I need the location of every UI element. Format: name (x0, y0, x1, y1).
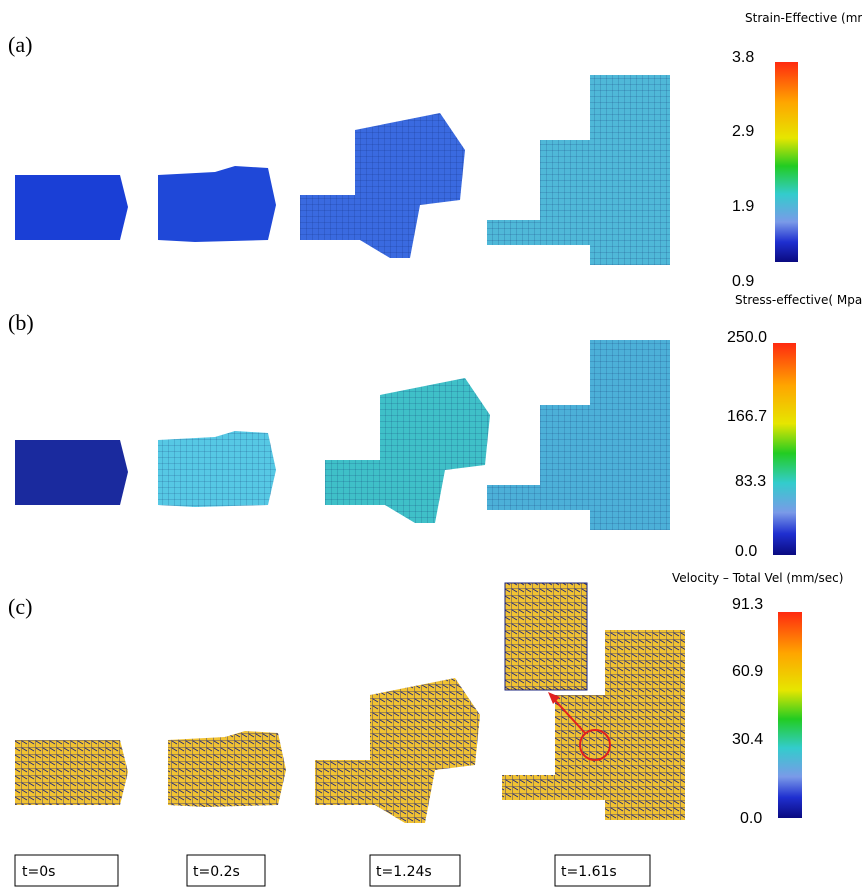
colorbar-tick: 2.9 (732, 123, 754, 140)
inset (505, 583, 587, 690)
time-label: t=0.2s (193, 864, 240, 880)
colorbar-tick: 250.0 (727, 329, 767, 346)
colorbar-tick: 83.3 (735, 473, 766, 490)
mesh-overlay (300, 113, 465, 258)
colorbar-tick: 0.0 (735, 543, 757, 560)
colorbar-tick: 60.9 (732, 663, 763, 680)
mesh-shape (158, 166, 276, 242)
figure: (a) Strain-Effective (mm/mm) 3.8 2.9 1.9… (0, 0, 862, 887)
colorbar (775, 62, 798, 262)
mesh-overlay (487, 75, 670, 265)
mesh-overlay (158, 431, 276, 507)
mesh-shape (15, 175, 128, 240)
colorbar (773, 343, 796, 555)
colorbar-tick: 1.9 (732, 198, 754, 215)
colorbar-tick: 0.9 (732, 273, 754, 290)
colorbar-tick: 91.3 (732, 596, 763, 613)
velocity-shape (168, 731, 286, 807)
colorbar-tick: 30.4 (732, 731, 763, 748)
panel-label: (c) (8, 594, 32, 619)
colorbar-title: Velocity – Total Vel (mm/sec) (672, 571, 843, 585)
colorbar-tick: 0.0 (740, 810, 762, 827)
velocity-shape (15, 740, 128, 805)
colorbar-tick: 3.8 (732, 49, 754, 66)
colorbar-tick: 166.7 (727, 408, 767, 425)
time-label: t=0s (22, 864, 55, 880)
colorbar-title: Strain-Effective (mm/mm) (745, 11, 862, 25)
velocity-shape (315, 678, 480, 823)
mesh-overlay (325, 378, 490, 523)
time-label: t=1.24s (376, 864, 432, 880)
time-label: t=1.61s (561, 864, 617, 880)
colorbar (778, 612, 802, 818)
mesh-overlay (487, 340, 670, 530)
panel-label: (a) (8, 32, 32, 57)
panel-label: (b) (8, 310, 34, 335)
colorbar-title: Stress-effective( Mpa) (735, 293, 862, 307)
mesh-shape (15, 440, 128, 505)
